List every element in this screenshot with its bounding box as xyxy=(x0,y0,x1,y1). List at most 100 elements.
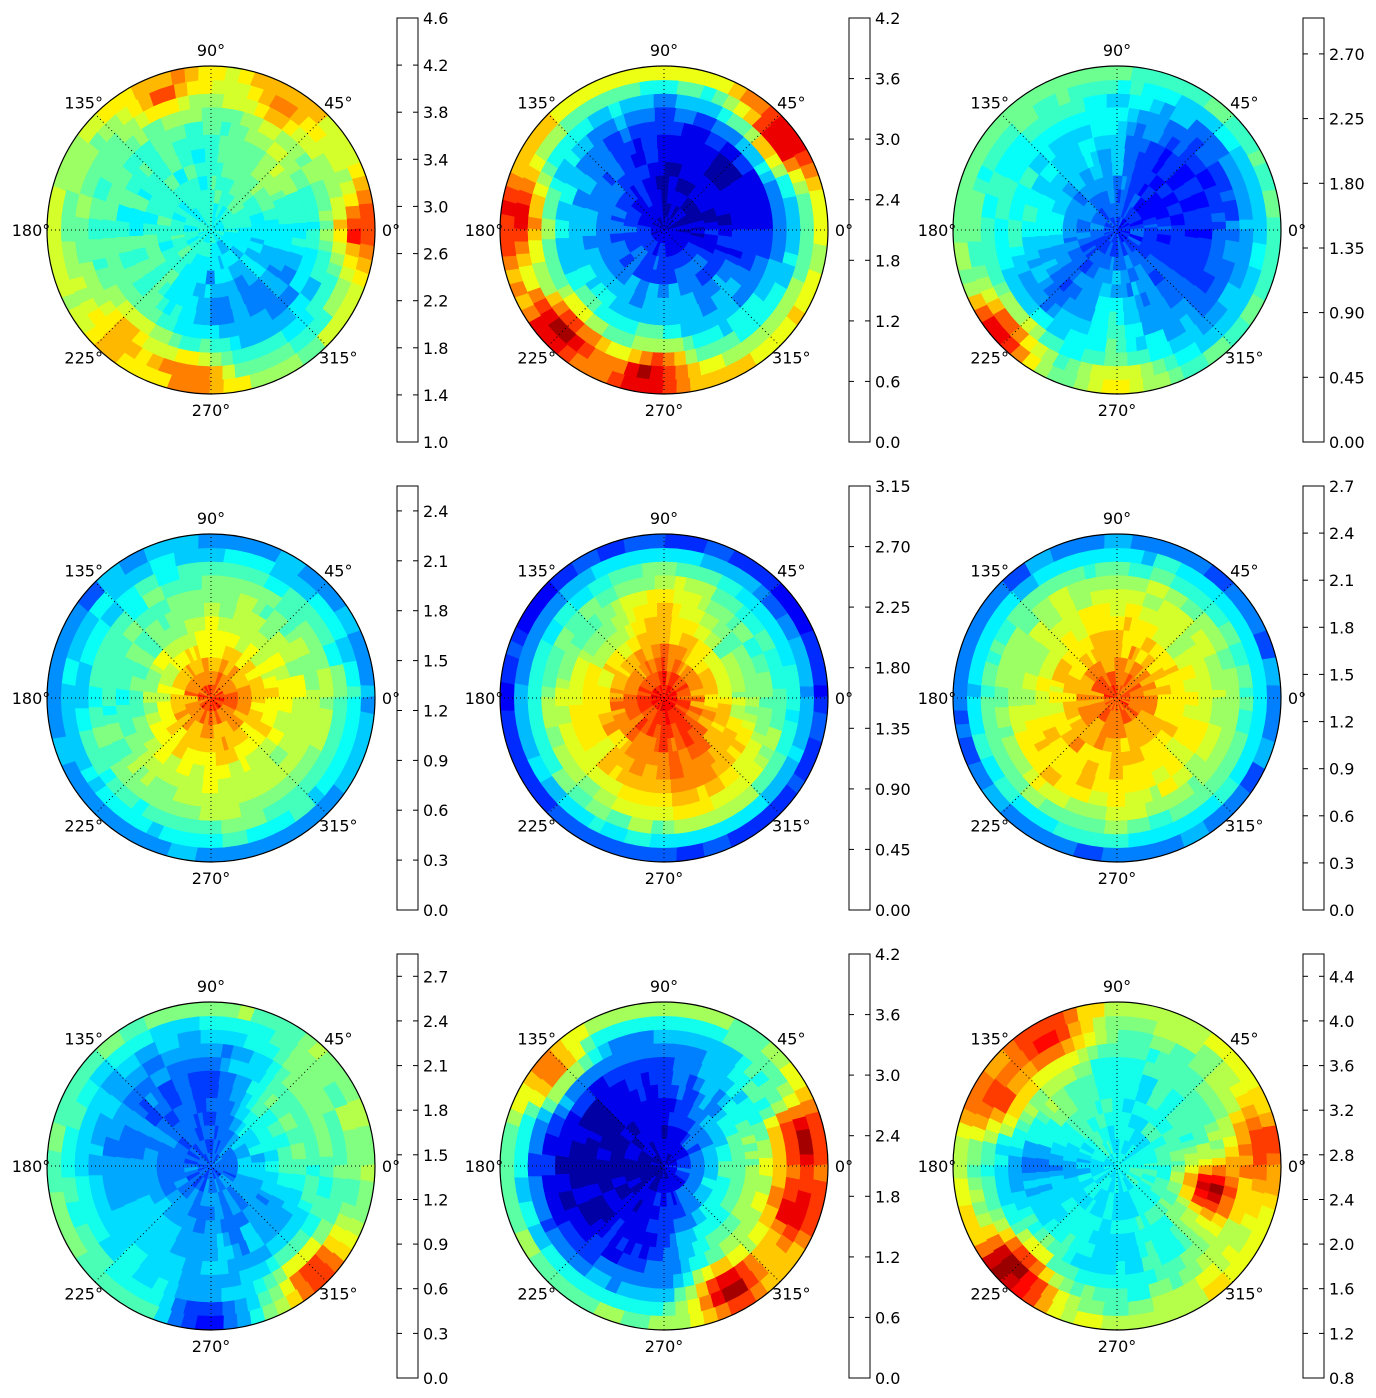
angle-label: 135° xyxy=(64,562,103,581)
colorbar-tick-label: 2.4 xyxy=(423,502,448,521)
contour-cell xyxy=(772,696,788,711)
angle-label: 315° xyxy=(772,816,811,835)
colorbar-frame xyxy=(396,485,419,911)
contour-cell xyxy=(305,228,322,242)
contour-cell xyxy=(333,696,349,712)
colorbar-tick-label: 0.0 xyxy=(875,433,900,452)
angle-label: 45° xyxy=(777,562,805,581)
colorbar-tick-label: 2.2 xyxy=(423,292,448,311)
colorbar-tick-label: 3.4 xyxy=(423,150,448,169)
polar-panel-5: 0°45°90°135°180°225°270°315°0.000.450.90… xyxy=(465,477,911,920)
contour-cell xyxy=(1225,228,1241,243)
contour-cell xyxy=(799,228,816,246)
contour-field xyxy=(953,66,1281,394)
polar-panels: 0°45°90°135°180°225°270°315°1.01.41.82.2… xyxy=(12,9,1365,1388)
angle-label: 45° xyxy=(1230,94,1258,113)
colorbar-tick-label: 2.70 xyxy=(1329,45,1365,64)
colorbar-tick-label: 4.2 xyxy=(423,56,448,75)
colorbar-tick-label: 1.80 xyxy=(875,659,911,678)
colorbar: 0.00.61.21.82.43.03.64.2 xyxy=(848,9,900,452)
colorbar-tick-label: 2.25 xyxy=(1329,110,1365,129)
colorbar-tick-label: 3.6 xyxy=(875,70,900,89)
colorbar-tick-label: 3.0 xyxy=(423,197,448,216)
polar-panel-1: 0°45°90°135°180°225°270°315°1.01.41.82.2… xyxy=(12,9,449,452)
contour-cell xyxy=(786,696,802,712)
colorbar-tick-label: 2.4 xyxy=(875,191,900,210)
contour-cell xyxy=(1239,228,1255,244)
contour-cell xyxy=(319,228,335,243)
colorbar: 1.01.41.82.22.63.03.43.84.24.6 xyxy=(396,9,448,452)
contour-field xyxy=(47,66,375,394)
contour-cell xyxy=(1211,228,1228,242)
contour-cell xyxy=(811,242,828,261)
contour-cell xyxy=(360,228,375,247)
colorbar-tick-label: 2.70 xyxy=(875,538,911,557)
colorbar: 0.000.450.901.351.802.252.70 xyxy=(1302,17,1365,452)
angle-label: 180° xyxy=(12,689,51,708)
contour-cell xyxy=(305,696,322,710)
angle-label: 90° xyxy=(650,41,678,60)
angle-label: 225° xyxy=(517,816,556,835)
angle-label: 225° xyxy=(64,348,103,367)
contour-cell xyxy=(633,377,652,394)
colorbar-tick-label: 0.6 xyxy=(875,372,900,391)
angle-label: 45° xyxy=(324,562,352,581)
colorbar-tick-label: 1.5 xyxy=(423,652,448,671)
angle-label: 90° xyxy=(197,41,225,60)
contour-cell xyxy=(758,228,775,242)
contour-cell xyxy=(194,379,213,394)
colorbar-tick-label: 4.2 xyxy=(875,9,900,28)
angle-label: 90° xyxy=(1103,41,1131,60)
angle-label: 180° xyxy=(465,221,504,240)
contour-cell xyxy=(47,199,64,218)
contour-cell xyxy=(319,696,335,711)
colorbar-tick-label: 1.8 xyxy=(423,602,448,621)
angle-label: 270° xyxy=(645,401,684,420)
contour-cell xyxy=(500,199,517,218)
contour-cell xyxy=(346,696,363,714)
colorbar: 0.00.30.60.91.21.51.82.12.4 xyxy=(396,485,448,920)
contour-cell xyxy=(676,66,695,83)
colorbar-tick-label: 1.2 xyxy=(423,702,448,721)
contour-cell xyxy=(209,66,228,81)
contour-cell xyxy=(1266,228,1281,247)
contour-cell xyxy=(813,696,828,715)
angle-label: 315° xyxy=(319,816,358,835)
polar-frame xyxy=(499,65,829,395)
angle-label: 315° xyxy=(1225,348,1264,367)
angle-label: 135° xyxy=(517,94,556,113)
angle-label: 45° xyxy=(324,94,352,113)
contour-cell xyxy=(799,696,816,714)
colorbar-tick-label: 1.35 xyxy=(1329,239,1365,258)
colorbar-tick-label: 2.6 xyxy=(423,245,448,264)
contour-cell xyxy=(662,66,681,81)
colorbar-tick-label: 0.45 xyxy=(875,840,911,859)
colorbar-frame xyxy=(396,17,419,443)
colorbar: 0.000.450.901.351.802.252.703.15 xyxy=(848,477,911,920)
angle-label: 270° xyxy=(1098,401,1137,420)
contour-cell xyxy=(223,66,242,83)
colorbar-tick-label: 2.25 xyxy=(875,598,911,617)
angle-label: 90° xyxy=(650,509,678,528)
angle-label: 225° xyxy=(970,348,1009,367)
colorbar-tick-label: 1.8 xyxy=(875,251,900,270)
colorbar-tick-label: 1.4 xyxy=(423,386,448,405)
angle-label: 270° xyxy=(192,869,231,888)
contour-cell xyxy=(1252,228,1269,246)
colorbar-tick-label: 1.80 xyxy=(1329,174,1365,193)
polar-panel-2: 0°45°90°135°180°225°270°315°0.00.61.21.8… xyxy=(465,9,901,452)
contour-cell xyxy=(500,213,515,232)
angle-label: 180° xyxy=(918,221,957,240)
colorbar-tick-label: 0.90 xyxy=(1329,304,1365,323)
contour-cell xyxy=(758,696,775,710)
angle-label: 90° xyxy=(197,509,225,528)
contour-cell xyxy=(333,228,349,244)
angle-label: 0° xyxy=(835,689,853,708)
angle-label: 135° xyxy=(970,94,1009,113)
colorbar-frame xyxy=(848,17,871,443)
angle-label: 225° xyxy=(517,348,556,367)
colorbar-tick-label: 0.0 xyxy=(423,901,448,920)
colorbar-tick-label: 0.6 xyxy=(423,801,448,820)
angle-label: 270° xyxy=(645,869,684,888)
